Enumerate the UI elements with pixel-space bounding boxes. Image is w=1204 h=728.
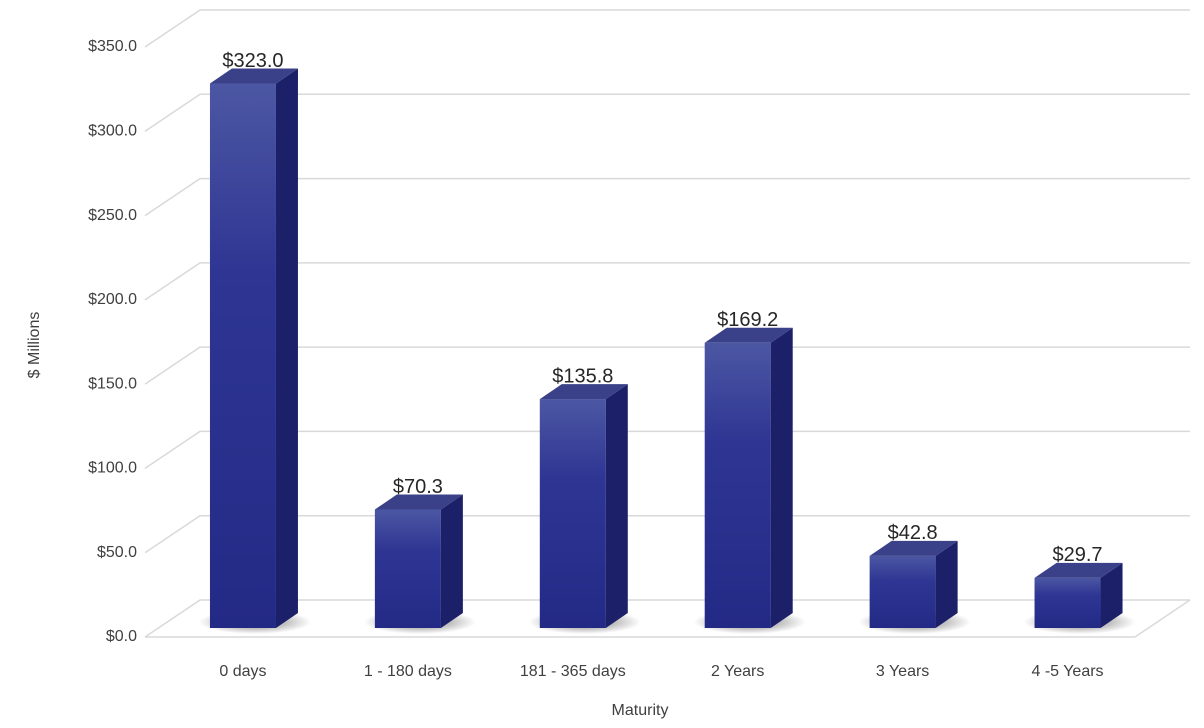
- x-tick-label: 1 - 180 days: [364, 663, 452, 680]
- bar-side: [440, 494, 463, 628]
- bar-top: [869, 540, 958, 556]
- value-label: $29.7: [1053, 544, 1103, 566]
- value-label: $70.3: [393, 476, 443, 498]
- x-tick-label: 0 days: [219, 663, 266, 680]
- grid-line: [144, 599, 1190, 638]
- x-axis-title: Maturity: [612, 702, 669, 719]
- bar: [374, 509, 441, 628]
- y-tick-label: $0.0: [106, 628, 137, 645]
- bar-top: [539, 384, 628, 400]
- bar: [539, 399, 606, 628]
- bar: [869, 555, 936, 628]
- grid-line: [144, 430, 1190, 470]
- x-tick-label: 181 - 365 days: [520, 663, 626, 680]
- y-axis-title: $ Millions: [26, 312, 43, 379]
- y-tick-label: $150.0: [88, 375, 137, 392]
- bar-top: [374, 494, 463, 510]
- bar: [704, 342, 771, 628]
- bar-top: [704, 327, 793, 343]
- y-tick-label: $200.0: [88, 291, 137, 308]
- value-label: $42.8: [888, 522, 938, 544]
- bar-top: [1034, 562, 1123, 578]
- grid-line: [144, 177, 1190, 217]
- bar-side: [605, 384, 628, 628]
- bar-side: [770, 327, 793, 628]
- value-label: $323.0: [222, 50, 283, 72]
- grid-line: [144, 262, 1190, 301]
- floor-edge: [1134, 599, 1191, 638]
- bar: [209, 83, 276, 628]
- value-label: $135.8: [552, 365, 613, 387]
- bar: [1034, 577, 1101, 628]
- grid-line: [144, 346, 1190, 385]
- bar-side: [1100, 562, 1123, 628]
- grid-line: [144, 514, 1190, 554]
- bar-side: [275, 68, 298, 628]
- x-tick-label: 2 Years: [711, 663, 764, 680]
- bar-top: [209, 68, 298, 84]
- x-tick-label: 4 -5 Years: [1032, 663, 1104, 680]
- grid-line: [144, 93, 1190, 132]
- y-tick-label: $350.0: [88, 38, 137, 55]
- y-tick-label: $250.0: [88, 207, 137, 224]
- x-tick-label: 3 Years: [876, 663, 929, 680]
- y-tick-label: $300.0: [88, 123, 137, 140]
- bar-side: [935, 540, 958, 628]
- y-tick-label: $50.0: [97, 544, 137, 561]
- value-label: $169.2: [717, 309, 778, 331]
- grid-line: [144, 9, 1190, 48]
- y-tick-label: $100.0: [88, 460, 137, 477]
